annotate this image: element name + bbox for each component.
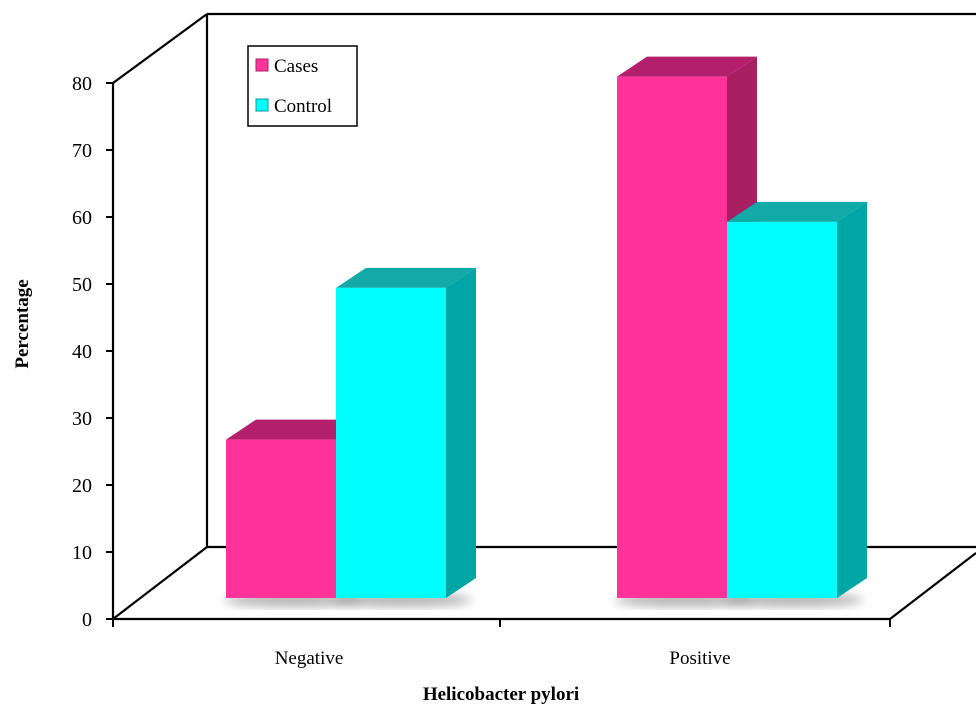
y-tick-label: 20 (72, 475, 92, 497)
bar-side-face (837, 201, 867, 599)
y-tick-label: 50 (72, 274, 92, 296)
y-tick-label: 70 (72, 140, 92, 162)
bar-top-face (617, 56, 757, 77)
bar-positive-control (727, 201, 867, 599)
legend-label-control: Control (274, 96, 332, 117)
bar-top-face (727, 201, 867, 222)
y-tick-label: 80 (72, 73, 92, 95)
bar-negative-control (336, 267, 476, 598)
floor-right-edge (889, 552, 976, 620)
legend-swatch-control (255, 98, 269, 112)
left-wall-top-edge (112, 13, 208, 84)
y-tick-label: 30 (72, 408, 92, 430)
bar-front-face (226, 439, 336, 598)
bar-side-face (446, 267, 476, 598)
x-axis-title: Helicobacter pylori (423, 684, 579, 705)
y-tick-label: 0 (82, 609, 92, 631)
legend-swatch-cases (255, 58, 269, 72)
bar-top-face (226, 419, 366, 440)
bar-front-face (617, 76, 727, 598)
y-tick-label: 60 (72, 207, 92, 229)
x-axis-ticks (112, 619, 891, 627)
legend: Cases Control (247, 45, 358, 127)
bar-top-face (336, 267, 476, 288)
y-tick-label: 10 (72, 542, 92, 564)
category-label-positive: Positive (669, 648, 730, 669)
legend-label-cases: Cases (274, 56, 318, 77)
y-axis: 0 10 20 30 40 50 60 70 80 (72, 73, 113, 631)
bars (224, 56, 867, 607)
bar-front-face (727, 221, 837, 599)
y-tick-label: 40 (72, 341, 92, 363)
y-axis-title: Percentage (12, 279, 33, 368)
bar-front-face (336, 287, 446, 598)
floor-left-edge (112, 546, 208, 620)
category-label-negative: Negative (275, 648, 344, 669)
